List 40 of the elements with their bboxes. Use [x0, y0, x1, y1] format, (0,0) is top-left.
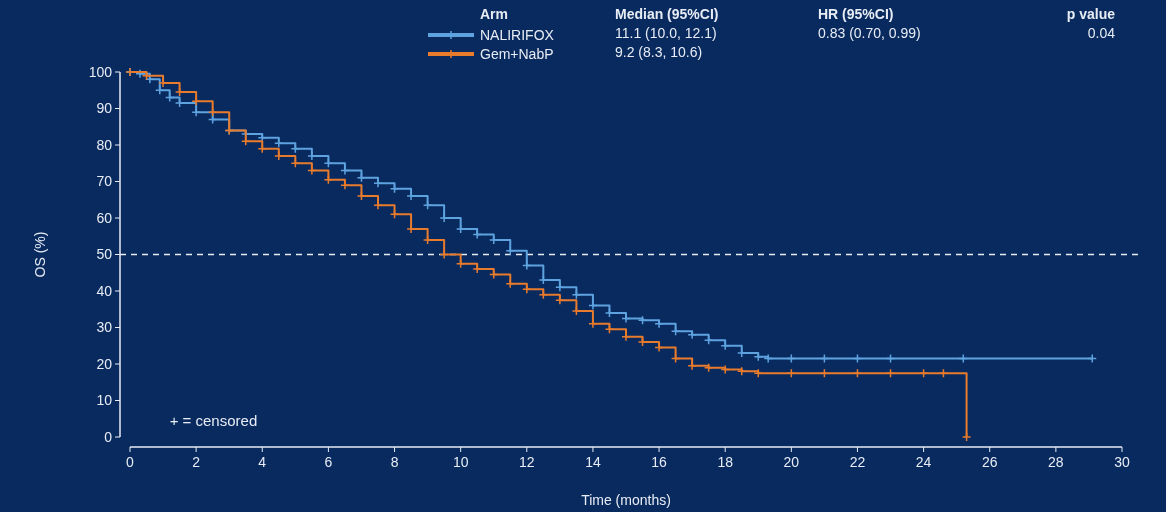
x-tick-label: 22: [849, 454, 866, 470]
x-tick-label: 20: [783, 454, 800, 470]
x-axis-title: Time (months): [581, 492, 671, 508]
y-tick-label: 100: [88, 63, 113, 80]
text: 11.1 (10.0, 12.1): [615, 25, 717, 41]
x-tick-label: 4: [258, 454, 267, 470]
x-tick-label: 16: [651, 454, 668, 470]
y-tick-label: 30: [96, 319, 113, 336]
legend-label: Gem+NabP: [480, 45, 554, 62]
y-tick-label: 80: [96, 136, 113, 153]
y-tick-label: 50: [96, 246, 113, 263]
annotation: + = censored: [169, 412, 258, 430]
text: Median (95%CI): [615, 6, 719, 22]
y-axis-title: OS (%): [32, 231, 48, 278]
y-tick-label: 20: [96, 355, 113, 372]
x-tick-label: 2: [192, 454, 201, 470]
x-tick-label: 6: [324, 454, 333, 470]
x-tick-label: 12: [519, 454, 535, 470]
legend-title: Arm: [480, 6, 509, 22]
y-tick-label: 10: [96, 392, 113, 409]
text: p value: [1066, 6, 1116, 22]
y-tick-label: 40: [96, 282, 113, 299]
x-tick-label: 18: [717, 454, 734, 470]
x-tick-label: 28: [1048, 454, 1064, 470]
text: 0.04: [1087, 25, 1116, 41]
x-tick-label: 24: [915, 454, 932, 470]
y-tick-label: 0: [104, 428, 113, 445]
x-tick-label: 14: [585, 454, 601, 470]
text: HR (95%CI): [818, 6, 894, 22]
y-tick-label: 60: [96, 209, 113, 226]
x-tick-label: 10: [452, 454, 469, 470]
x-tick-label: 30: [1114, 454, 1130, 470]
text: 0.83 (0.70, 0.99): [818, 25, 921, 41]
x-tick-label: 8: [390, 454, 399, 470]
y-tick-label: 90: [96, 100, 113, 117]
x-tick-label: 26: [981, 454, 998, 470]
legend-label: NALIRIFOX: [480, 26, 555, 43]
text: 9.2 (8.3, 10.6): [615, 44, 703, 60]
y-tick-label: 70: [96, 173, 113, 190]
x-tick-label: 0: [126, 454, 135, 470]
